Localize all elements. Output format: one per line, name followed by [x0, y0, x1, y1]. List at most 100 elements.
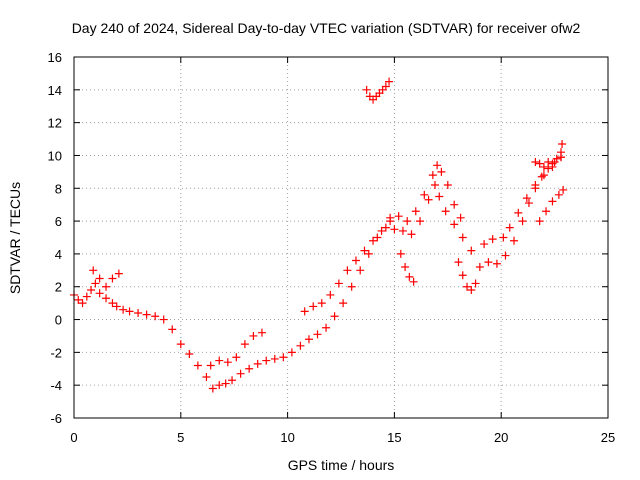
data-point [339, 299, 348, 308]
data-point [89, 266, 98, 275]
y-axis: -6 -4 -2 0 2 4 6 8 10 12 14 16 [48, 50, 608, 426]
data-point [456, 213, 465, 222]
data-point [385, 77, 394, 86]
data-point [424, 195, 433, 204]
data-point [202, 372, 211, 381]
data-point [119, 305, 128, 314]
x-axis-title: GPS time / hours [288, 457, 395, 473]
series-lower-branch [396, 185, 568, 295]
data-point [492, 259, 501, 268]
data-point [309, 302, 318, 311]
data-point [480, 240, 489, 249]
data-point [510, 236, 519, 245]
data-point [102, 294, 111, 303]
data-point [407, 230, 416, 239]
data-point [193, 361, 202, 370]
series-isolated-arc [362, 77, 394, 104]
data-point [539, 162, 548, 171]
data-point [347, 282, 356, 291]
data-point [377, 226, 386, 235]
data-point [108, 274, 117, 283]
data-point [78, 299, 87, 308]
data-point [108, 299, 117, 308]
data-point [112, 302, 121, 311]
data-point [215, 356, 224, 365]
series-upper-band [89, 153, 566, 370]
data-point [176, 340, 185, 349]
data-point [467, 286, 476, 295]
data-point [488, 235, 497, 244]
data-point [437, 167, 446, 176]
data-point [223, 358, 232, 367]
data-point [257, 328, 266, 337]
x-tick-label: 5 [177, 430, 184, 445]
data-point [228, 376, 237, 385]
data-point [356, 266, 365, 275]
data-point [232, 353, 241, 362]
data-point [322, 323, 331, 332]
data-point [558, 139, 567, 148]
x-axis: 0 5 10 15 20 25 [70, 57, 615, 445]
data-point [125, 307, 134, 316]
data-point [304, 335, 313, 344]
data-point [249, 331, 258, 340]
data-point [548, 197, 557, 206]
data-point [240, 340, 249, 349]
data-point [390, 225, 399, 234]
data-point [443, 180, 452, 189]
data-point [428, 171, 437, 180]
data-point [221, 379, 230, 388]
x-tick-label: 15 [387, 430, 401, 445]
data-point [369, 236, 378, 245]
data-point [409, 277, 418, 286]
data-point [270, 354, 279, 363]
data-point [522, 194, 531, 203]
data-point [91, 279, 100, 288]
data-point [360, 246, 369, 255]
data-point [403, 217, 412, 226]
data-point [206, 361, 215, 370]
plot-border [73, 56, 609, 419]
data-point [330, 312, 339, 321]
data-point [554, 190, 563, 199]
data-point [398, 226, 407, 235]
data-point [542, 207, 551, 216]
data-point [300, 307, 309, 316]
data-point [82, 292, 91, 301]
data-point [381, 223, 390, 232]
data-point [450, 220, 459, 229]
data-point [441, 207, 450, 216]
y-tick-label: 0 [55, 313, 62, 328]
y-tick-label: 8 [55, 181, 62, 196]
data-point [351, 256, 360, 265]
x-tick-label: 20 [494, 430, 508, 445]
data-point [454, 258, 463, 267]
data-point [343, 266, 352, 275]
data-point [142, 310, 151, 319]
y-tick-label: 6 [55, 214, 62, 229]
data-point [405, 272, 414, 281]
data-point [326, 290, 335, 299]
y-tick-label: -4 [50, 378, 62, 393]
data-point [544, 158, 553, 167]
data-point [548, 159, 557, 168]
data-point [279, 353, 288, 362]
y-tick-label: -2 [50, 345, 62, 360]
y-tick-label: 16 [48, 50, 62, 65]
data-point [401, 263, 410, 272]
data-point [334, 279, 343, 288]
data-point [208, 384, 217, 393]
data-point [557, 153, 566, 162]
data-point [518, 217, 527, 226]
data-point [535, 159, 544, 168]
data-point [458, 233, 467, 242]
data-point [471, 279, 480, 288]
data-point [74, 295, 83, 304]
data-point [262, 356, 271, 365]
data-point [552, 154, 561, 163]
data-point [362, 85, 371, 94]
data-point [168, 325, 177, 334]
y-tick-label: 4 [55, 247, 62, 262]
data-point [95, 289, 104, 298]
